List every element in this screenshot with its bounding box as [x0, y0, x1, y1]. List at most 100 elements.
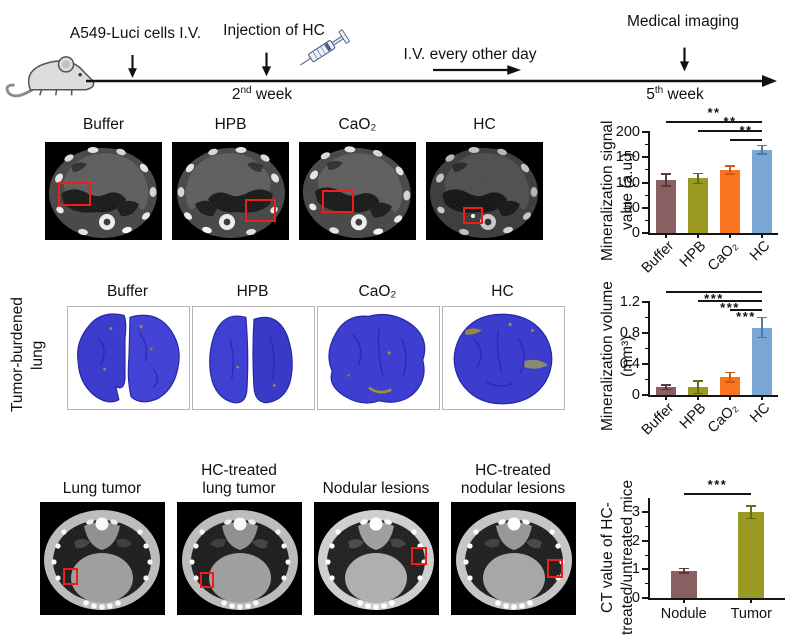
significance-stars: ***	[736, 309, 756, 324]
x-tick	[761, 233, 763, 238]
ct-caption-hc: HC	[473, 116, 496, 133]
y-minor-tick	[645, 525, 650, 528]
lung-3d-hc	[442, 306, 565, 410]
significance-line	[666, 291, 762, 293]
ct-image-buffer	[45, 142, 162, 240]
mouse-icon	[4, 40, 98, 100]
error-bar-cap	[693, 392, 703, 395]
error-bar-cap	[661, 173, 671, 175]
roi-box	[411, 547, 427, 565]
ct-image-lung-tumor	[40, 502, 165, 615]
y-minor-tick	[645, 554, 650, 556]
bar-HPB	[688, 178, 708, 233]
error-bar-cap	[693, 380, 703, 382]
roi-box	[200, 572, 214, 588]
bottom-caption-hc-lung-tumor: HC-treated lung tumor	[201, 462, 277, 497]
y-tick	[642, 232, 650, 234]
significance-line	[698, 300, 762, 302]
significance-stars: **	[739, 123, 753, 138]
error-bar	[697, 173, 699, 184]
lung-3d-cao2	[317, 306, 440, 410]
error-bar-cap	[661, 185, 671, 187]
x-tick-label: Nodule	[660, 606, 707, 622]
ct-image-cao2	[299, 142, 416, 240]
y-minor-tick	[645, 583, 650, 585]
y-minor-tick	[645, 316, 650, 319]
error-bar-cap	[725, 165, 735, 167]
ct-caption-cao2: CaO₂	[338, 116, 377, 133]
bar-HC	[752, 149, 772, 233]
down-arrow-icon	[127, 55, 138, 78]
ct-image-hpb	[172, 142, 289, 240]
y-tick-label: 50	[623, 199, 640, 216]
timeline-arrow-icon	[86, 75, 777, 87]
error-bar-cap	[693, 172, 703, 175]
y-tick	[642, 181, 650, 184]
y-minor-tick	[645, 194, 650, 196]
error-bar-cap	[746, 517, 757, 520]
significance-stars: ***	[707, 477, 728, 492]
error-bar-cap	[725, 371, 735, 374]
lung-caption-buffer: Buffer	[106, 283, 149, 300]
error-bar-cap	[746, 505, 757, 507]
roi-box	[58, 182, 91, 206]
ct-image-hc-lung-tumor	[177, 502, 302, 615]
x-tick-label: Tumor	[730, 606, 772, 622]
error-bar	[750, 506, 753, 519]
bar-Buffer	[656, 179, 676, 233]
error-bar-cap	[678, 572, 689, 574]
error-bar-cap	[757, 152, 767, 155]
y-tick-label: 3	[631, 504, 640, 521]
y-tick-label: 150	[615, 149, 640, 166]
plot-area: 0 50 100 150 200 Buffer HPB CaO₂ HC ** ** **	[616, 106, 778, 276]
significance-line	[730, 309, 762, 311]
y-tick-label: 1.2	[619, 294, 640, 310]
y-tick-label: 0	[631, 225, 640, 241]
y-tick	[642, 363, 650, 365]
lung-caption-hpb: HPB	[236, 283, 269, 300]
error-bar	[697, 381, 699, 394]
y-axis-label: CT value of HC-treated/untreated mice	[599, 479, 637, 636]
x-tick	[665, 233, 667, 238]
bar-Buffer	[656, 387, 676, 395]
x-tick	[750, 598, 753, 603]
injection-label: Injection of HC	[223, 22, 325, 39]
bar-HC	[752, 327, 772, 395]
y-minor-tick	[645, 144, 650, 146]
down-arrow-icon	[261, 52, 272, 77]
lung-caption-cao2: CaO₂	[358, 283, 397, 300]
lung-caption-hc: HC	[491, 283, 514, 300]
ct-caption-hpb: HPB	[214, 116, 247, 133]
error-bar	[761, 317, 763, 338]
y-tick	[642, 156, 650, 159]
ct-image-hc	[426, 142, 543, 240]
error-bar-cap	[757, 316, 767, 319]
y-minor-tick	[645, 347, 650, 350]
y-tick-label: 2	[631, 532, 640, 549]
week2-label: 2nd week	[231, 85, 293, 104]
y-minor-tick	[645, 219, 650, 221]
error-bar-cap	[757, 336, 767, 339]
lung-3d-buffer	[67, 306, 190, 410]
significance-stars: **	[707, 105, 721, 120]
x-tick	[682, 598, 685, 603]
iv-every-other-day-label: I.V. every other day	[403, 46, 537, 63]
y-tick-label: 100	[615, 174, 640, 191]
roi-box	[547, 559, 563, 578]
error-bar	[665, 384, 667, 390]
ct-caption-buffer: Buffer	[82, 116, 125, 133]
error-bar	[761, 145, 763, 154]
significance-line	[698, 130, 762, 132]
ct-image-nodular-lesions	[314, 502, 439, 615]
bar-Tumor	[738, 512, 765, 598]
y-tick	[642, 301, 650, 303]
y-tick	[642, 206, 650, 209]
error-bar	[682, 568, 685, 574]
y-tick	[642, 568, 650, 571]
y-tick-label: 0	[631, 590, 640, 606]
y-tick-label: 1	[631, 561, 640, 578]
x-tick	[697, 233, 699, 238]
roi-box	[463, 207, 483, 224]
roi-box	[63, 568, 78, 585]
x-tick	[697, 395, 699, 400]
